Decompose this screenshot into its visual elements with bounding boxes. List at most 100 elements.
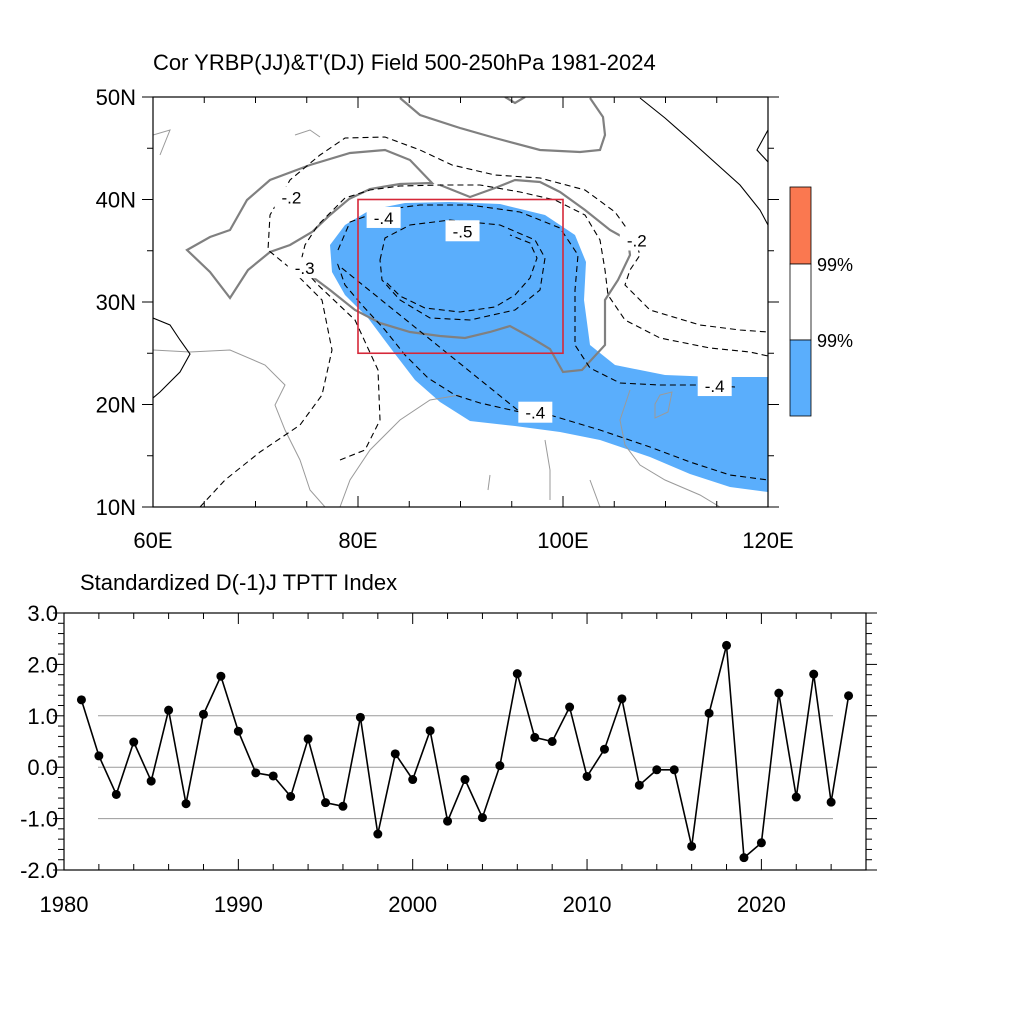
index-point xyxy=(652,765,662,775)
index-y-tick-label: 3.0 xyxy=(27,601,58,626)
map-x-tick-label: 60E xyxy=(133,528,172,553)
index-point xyxy=(76,695,86,705)
index-point xyxy=(146,776,156,786)
significance-legend: 99% 99% xyxy=(789,186,853,417)
index-point xyxy=(739,853,749,863)
map-y-tick-label: 50N xyxy=(96,85,136,110)
index-point xyxy=(477,813,487,823)
region-box xyxy=(357,198,564,355)
map-ticks xyxy=(142,96,779,508)
contour-label: -.4 xyxy=(366,206,401,228)
index-frame xyxy=(63,612,867,871)
index-series-line xyxy=(80,645,850,860)
map-y-tick-label: 30N xyxy=(96,290,136,315)
index-x-tick-label: 2010 xyxy=(563,892,612,917)
map-x-tick-label: 120E xyxy=(742,528,793,553)
index-point xyxy=(844,691,854,701)
contour-label: -.2 xyxy=(274,186,309,208)
index-series-points xyxy=(76,640,854,863)
index-panel: Standardized D(-1)J TPTT Index 1980 1990 2… xyxy=(20,570,877,917)
index-point xyxy=(443,816,453,826)
index-point xyxy=(669,765,679,775)
map-y-tick-labels: 10N 20N 30N 40N 50N xyxy=(96,85,136,520)
contour-labels: -.2 -.3 -.4 -.5 -.2 -.4 -.4 xyxy=(274,186,732,423)
index-point xyxy=(791,792,801,802)
index-point xyxy=(355,712,365,722)
index-x-tick-label: 2020 xyxy=(737,892,786,917)
contour-label-bg xyxy=(287,257,322,279)
legend-swatch-positive xyxy=(789,186,812,265)
index-point xyxy=(425,726,435,736)
contour-label-bg xyxy=(619,229,654,251)
index-x-tick-label: 1980 xyxy=(40,892,89,917)
index-point xyxy=(286,791,296,801)
index-y-tick-label: 0.0 xyxy=(27,755,58,780)
index-x-tick-label: 1990 xyxy=(214,892,263,917)
legend-swatch-negative xyxy=(789,339,812,417)
contour-label-text: -.4 xyxy=(525,404,545,423)
index-point xyxy=(129,737,139,747)
map-x-tick-label: 80E xyxy=(338,528,377,553)
contour-label: -.4 xyxy=(697,375,732,397)
index-point xyxy=(216,671,226,681)
index-point xyxy=(774,688,784,698)
contour-label-bg xyxy=(518,401,553,423)
contour-label: -.5 xyxy=(445,220,480,242)
index-title: Standardized D(-1)J TPTT Index xyxy=(80,570,397,595)
index-point xyxy=(268,771,278,781)
index-point xyxy=(111,789,121,799)
contour-label: -.3 xyxy=(287,257,322,279)
index-point xyxy=(373,829,383,839)
contour-label-text: -.3 xyxy=(295,259,315,278)
index-point xyxy=(495,761,505,771)
index-point xyxy=(338,801,348,811)
contour-label-bg xyxy=(274,186,309,208)
map-title: Cor YRBP(JJ)&T'(DJ) Field 500-250hPa 198… xyxy=(153,50,656,75)
contour-label-bg xyxy=(697,375,732,397)
contour-label-text: -.2 xyxy=(627,232,647,251)
index-point xyxy=(704,708,714,718)
index-ticks xyxy=(53,612,877,871)
index-point xyxy=(634,780,644,790)
index-point xyxy=(408,775,418,785)
index-point xyxy=(512,669,522,679)
index-point xyxy=(233,726,243,736)
index-point xyxy=(530,732,540,742)
index-point xyxy=(756,838,766,848)
plateau-outline xyxy=(185,97,632,374)
contour-label-bg xyxy=(445,220,480,242)
index-x-tick-label: 2000 xyxy=(388,892,437,917)
map-panel: Cor YRBP(JJ)&T'(DJ) Field 500-250hPa 198… xyxy=(96,50,853,553)
index-point xyxy=(826,797,836,807)
index-point xyxy=(460,775,470,785)
map-x-tick-label: 100E xyxy=(537,528,588,553)
correlation-contours xyxy=(199,136,768,507)
index-x-tick-labels: 1980 1990 2000 2010 2020 xyxy=(40,892,786,917)
contour-label-text: -.4 xyxy=(705,377,725,396)
legend-label-lower: 99% xyxy=(817,331,853,351)
index-point xyxy=(198,709,208,719)
index-point xyxy=(617,694,627,704)
borders xyxy=(153,97,768,399)
legend-label-upper: 99% xyxy=(817,255,853,275)
map-y-tick-label: 40N xyxy=(96,188,136,213)
map-y-tick-label: 20N xyxy=(96,393,136,418)
map-field: -.2 -.3 -.4 -.5 -.2 -.4 -.4 xyxy=(153,97,768,507)
index-point xyxy=(599,744,609,754)
index-point xyxy=(321,798,331,808)
reference-lines xyxy=(98,715,833,820)
significance-shading-negative xyxy=(330,202,768,492)
index-y-tick-label: -1.0 xyxy=(20,807,58,832)
index-y-tick-label: -2.0 xyxy=(20,858,58,883)
map-x-tick-labels: 60E 80E 100E 120E xyxy=(133,528,793,553)
contour-label-text: -.5 xyxy=(453,222,473,241)
map-y-tick-label: 10N xyxy=(96,495,136,520)
index-point xyxy=(582,771,592,781)
coastlines xyxy=(153,129,721,507)
index-point xyxy=(390,749,400,759)
index-point xyxy=(303,734,313,744)
contour-label-text: -.4 xyxy=(374,209,394,228)
contour-label-text: -.2 xyxy=(281,188,301,207)
index-y-tick-labels: 3.0 2.0 1.0 0.0 -1.0 -2.0 xyxy=(20,601,58,883)
